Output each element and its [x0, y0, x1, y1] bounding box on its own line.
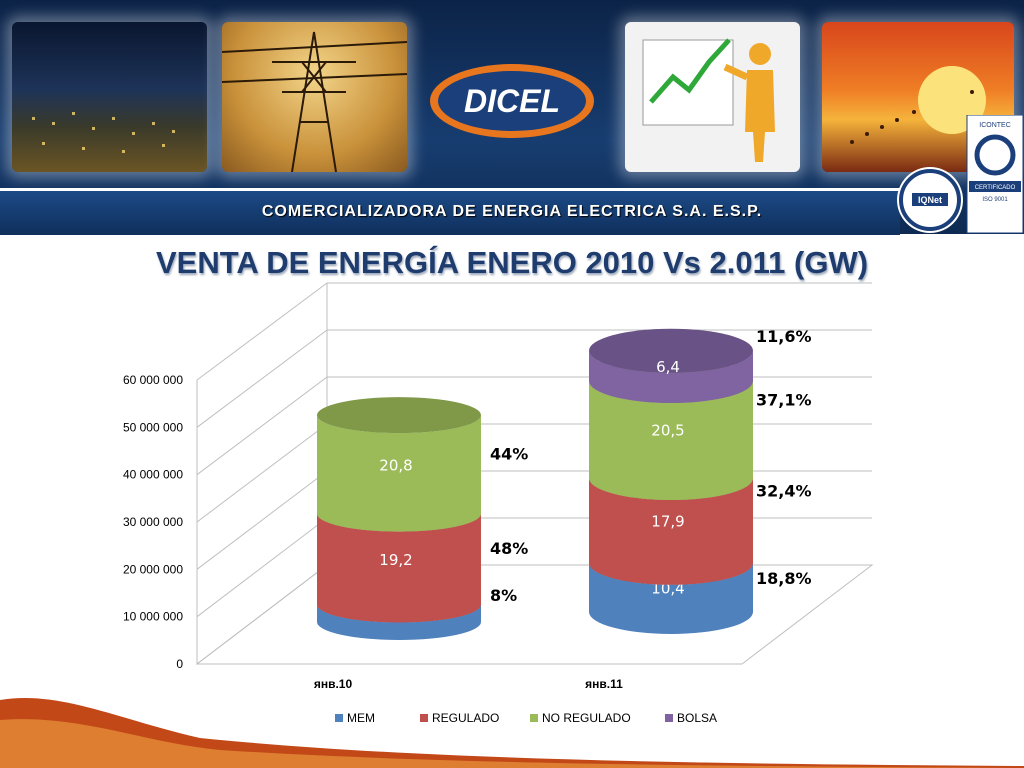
percent-label: 48% [490, 539, 528, 558]
data-label: 6,4 [656, 358, 680, 376]
y-tick-label: 0 [176, 657, 183, 671]
y-tick-label: 20 000 000 [123, 562, 183, 576]
city-night-photo [12, 22, 207, 172]
y-tick-label: 50 000 000 [123, 420, 183, 434]
bar-regulado-0 [317, 513, 481, 623]
legend-swatch [420, 714, 428, 722]
percent-label: 11,6% [756, 327, 812, 346]
y-tick-label: 10 000 000 [123, 610, 183, 624]
power-tower-photo [222, 22, 407, 172]
bar-top-no-regulado-0 [317, 397, 481, 434]
gridline-side [196, 282, 328, 381]
dicel-logo: DICEL [430, 64, 594, 138]
data-label: 19,2 [379, 551, 412, 569]
bar-top-bolsa-1 [589, 328, 753, 373]
badge-icontec-text: ICONTEC [979, 122, 1011, 129]
badge-iso-text: ISO 9001 [982, 197, 1008, 203]
legend-entry: REGULADO [432, 711, 499, 725]
percent-label: 8% [490, 586, 517, 605]
percent-label: 18,8% [756, 569, 812, 588]
legend-entry: NO REGULADO [542, 711, 631, 725]
certification-badges: ICONTEC CERTIFICADO ISO 9001 IQNet [897, 115, 1024, 234]
chart-floor [195, 564, 874, 665]
badge-iqnet-text: IQNet [918, 195, 942, 205]
bar-regulado-1 [589, 478, 753, 585]
bar-mem-0 [317, 604, 481, 640]
bar-mem-1 [589, 562, 753, 634]
x-tick-label: янв.11 [585, 677, 623, 691]
badge-certificado-text: CERTIFICADO [975, 185, 1016, 191]
company-name: COMERCIALIZADORA DE ENERGIA ELECTRICA S.… [261, 203, 763, 220]
decorative-swoosh [0, 698, 1024, 768]
y-tick-label: 40 000 000 [123, 468, 183, 482]
slide-header: DICEL COMERCIALIZADORA DE ENERGIA ELECTR… [0, 0, 1024, 235]
legend-entry: BOLSA [677, 711, 717, 725]
y-tick-label: 30 000 000 [123, 515, 183, 529]
legend-entry: MEM [347, 711, 375, 725]
bar-bolsa-1 [589, 350, 753, 403]
percent-label: 37,1% [756, 391, 812, 410]
presenter-chart-photo [625, 22, 800, 172]
gridline-side [196, 517, 328, 618]
percent-label: 32,4% [756, 481, 812, 500]
chart-title: VENTA DE ENERGÍA ENERO 2010 Vs 2.011 (GW… [155, 245, 869, 280]
x-tick-label: янв.10 [314, 677, 353, 691]
data-label: 20,5 [651, 422, 684, 440]
gridline-side [196, 329, 328, 428]
percent-label: 44% [490, 444, 528, 463]
svg-text:DICEL: DICEL [464, 83, 560, 119]
header-band [0, 188, 900, 235]
gridline-side [196, 470, 328, 570]
bar-no-regulado-0 [317, 415, 481, 532]
legend-swatch [530, 714, 538, 722]
legend-swatch [335, 714, 343, 722]
gridline-side [196, 423, 328, 523]
legend-swatch [665, 714, 673, 722]
stacked-cylinder-chart: 0 10 000 000 20 000 000 30 000 000 40 000 00… [123, 282, 874, 725]
gridline-side [196, 376, 328, 476]
data-label: 17,9 [651, 512, 684, 530]
y-tick-label: 60 000 000 [123, 373, 183, 387]
bar-no-regulado-1 [589, 381, 753, 501]
data-label: 20,8 [379, 456, 412, 474]
